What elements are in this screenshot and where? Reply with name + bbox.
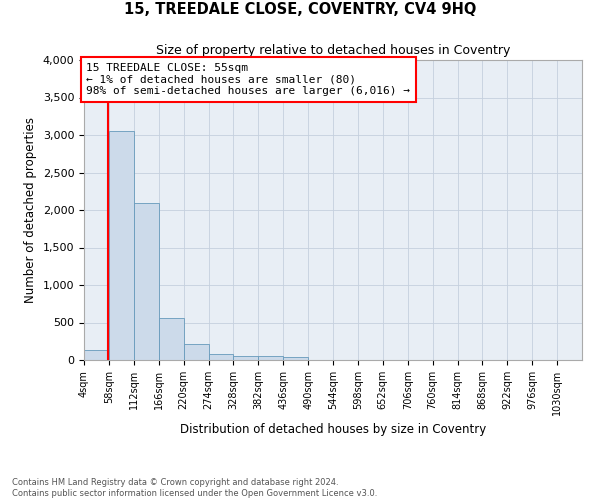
Text: 15 TREEDALE CLOSE: 55sqm
← 1% of detached houses are smaller (80)
98% of semi-de: 15 TREEDALE CLOSE: 55sqm ← 1% of detache… — [86, 63, 410, 96]
Text: 15, TREEDALE CLOSE, COVENTRY, CV4 9HQ: 15, TREEDALE CLOSE, COVENTRY, CV4 9HQ — [124, 2, 476, 18]
Text: Contains HM Land Registry data © Crown copyright and database right 2024.
Contai: Contains HM Land Registry data © Crown c… — [12, 478, 377, 498]
Bar — [259, 356, 283, 360]
Bar — [84, 350, 109, 360]
Title: Size of property relative to detached houses in Coventry: Size of property relative to detached ho… — [156, 44, 510, 58]
Bar — [233, 356, 259, 360]
Bar — [184, 344, 209, 360]
Bar — [159, 318, 184, 360]
X-axis label: Distribution of detached houses by size in Coventry: Distribution of detached houses by size … — [180, 424, 486, 436]
Bar — [209, 354, 233, 360]
Y-axis label: Number of detached properties: Number of detached properties — [24, 117, 37, 303]
Bar — [109, 130, 134, 360]
Bar — [283, 357, 308, 360]
Bar — [134, 202, 159, 360]
